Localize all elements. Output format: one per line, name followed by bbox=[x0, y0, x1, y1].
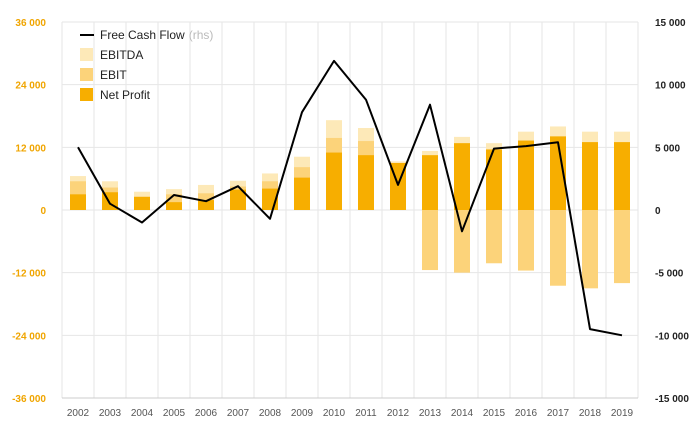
bar-ebit bbox=[486, 210, 502, 264]
legend-label-ebit: EBIT bbox=[100, 68, 127, 82]
legend-rhs-suffix: (rhs) bbox=[189, 28, 214, 42]
bar-net-profit bbox=[70, 194, 86, 210]
legend: Free Cash Flow (rhs) EBITDA EBIT Net Profit bbox=[80, 28, 213, 102]
bar-net-profit bbox=[614, 142, 630, 210]
legend-swatch-ebit bbox=[80, 68, 93, 81]
x-tick-label: 2015 bbox=[483, 408, 506, 419]
x-tick-label: 2003 bbox=[99, 408, 122, 419]
x-tick-label: 2011 bbox=[355, 408, 377, 419]
right-tick-label: -5 000 bbox=[655, 269, 684, 280]
right-tick-label: 10 000 bbox=[655, 81, 686, 92]
legend-label-net-profit: Net Profit bbox=[100, 88, 151, 102]
bar-net-profit bbox=[454, 143, 470, 210]
left-tick-label: -36 000 bbox=[12, 394, 46, 405]
right-tick-label: -10 000 bbox=[655, 331, 689, 342]
right-tick-label: -15 000 bbox=[655, 394, 689, 405]
left-tick-label: 12 000 bbox=[15, 143, 46, 154]
bar-net-profit bbox=[486, 149, 502, 210]
x-tick-label: 2012 bbox=[387, 408, 410, 419]
legend-label-free-cash-flow: Free Cash Flow (rhs) bbox=[100, 28, 213, 42]
bar-net-profit bbox=[230, 189, 246, 210]
x-tick-label: 2007 bbox=[227, 408, 250, 419]
x-tick-label: 2014 bbox=[451, 408, 474, 419]
bar-ebit bbox=[550, 210, 566, 286]
bar-ebit bbox=[518, 210, 534, 271]
x-tick-label: 2019 bbox=[611, 408, 634, 419]
left-tick-label: 24 000 bbox=[15, 81, 46, 92]
x-tick-label: 2004 bbox=[131, 408, 154, 419]
x-tick-label: 2018 bbox=[579, 408, 602, 419]
bars bbox=[70, 120, 630, 289]
bar-net-profit bbox=[582, 142, 598, 210]
x-tick-label: 2008 bbox=[259, 408, 282, 419]
right-tick-label: 5 000 bbox=[655, 143, 680, 154]
bar-net-profit bbox=[166, 202, 182, 210]
left-tick-label: 0 bbox=[40, 206, 46, 217]
bar-net-profit bbox=[294, 177, 310, 210]
left-tick-label: -12 000 bbox=[12, 269, 46, 280]
legend-swatch-ebitda bbox=[80, 48, 93, 61]
bar-net-profit bbox=[326, 152, 342, 210]
legend-label-ebitda: EBITDA bbox=[100, 48, 143, 62]
bar-net-profit bbox=[422, 155, 438, 210]
bar-ebit bbox=[454, 210, 470, 273]
bar-net-profit bbox=[198, 200, 214, 210]
x-tick-label: 2006 bbox=[195, 408, 218, 419]
x-tick-label: 2005 bbox=[163, 408, 186, 419]
bar-ebit bbox=[582, 210, 598, 289]
x-tick-label: 2010 bbox=[323, 408, 346, 419]
axes: 36 000 24 000 12 000 0 -12 000 -24 000 -36 000… bbox=[12, 18, 689, 419]
bar-net-profit bbox=[358, 155, 374, 210]
left-tick-label: -24 000 bbox=[12, 331, 46, 342]
fcf-line-group bbox=[77, 59, 623, 337]
left-tick-label: 36 000 bbox=[15, 18, 46, 29]
x-tick-label: 2017 bbox=[547, 408, 570, 419]
gridlines bbox=[61, 21, 639, 399]
x-tick-label: 2016 bbox=[515, 408, 538, 419]
right-tick-label: 15 000 bbox=[655, 18, 686, 29]
bar-ebit bbox=[422, 210, 438, 271]
bar-net-profit bbox=[518, 140, 534, 210]
x-tick-label: 2013 bbox=[419, 408, 442, 419]
bar-ebit bbox=[614, 210, 630, 284]
x-tick-label: 2009 bbox=[291, 408, 314, 419]
bar-net-profit bbox=[550, 136, 566, 210]
bar-net-profit bbox=[134, 196, 150, 210]
fcf-line bbox=[77, 59, 623, 337]
right-tick-label: 0 bbox=[655, 206, 661, 217]
legend-swatch-net-profit bbox=[80, 88, 93, 101]
x-tick-label: 2002 bbox=[67, 408, 90, 419]
